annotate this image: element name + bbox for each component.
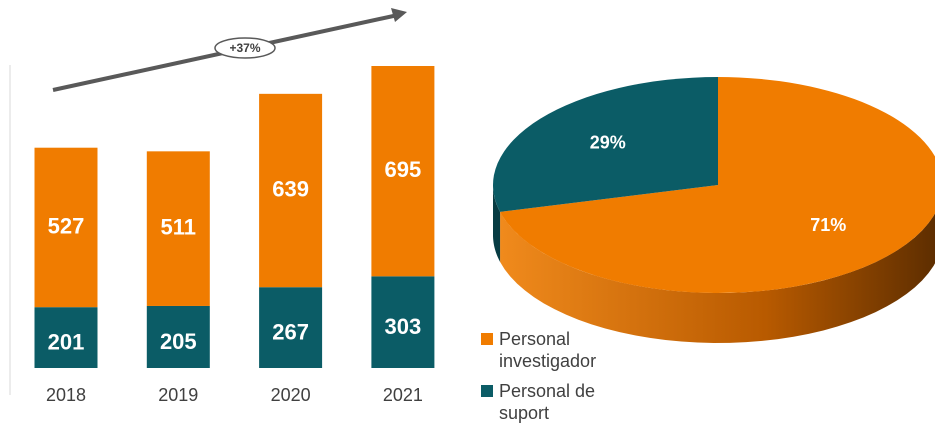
legend-label: Personal de suport	[499, 381, 596, 423]
pie-side	[493, 185, 501, 262]
arrow-head	[391, 8, 407, 22]
x-tick-label: 2020	[271, 385, 311, 405]
bar-segment	[259, 287, 323, 368]
legend-item: Personal de suport	[481, 380, 611, 424]
annotation: +37%	[229, 41, 260, 55]
bar-segment	[146, 305, 210, 368]
legend-swatch	[481, 333, 493, 345]
bar-segment	[34, 147, 98, 308]
data-label: 205	[160, 329, 197, 354]
bar-segment	[371, 66, 435, 277]
data-label: 639	[272, 176, 309, 201]
pie-slice	[492, 77, 718, 212]
legend-label: Personal investigador	[499, 329, 597, 371]
data-label: 511	[161, 214, 197, 239]
data-label: 71%	[810, 215, 846, 235]
legend-item: Personal investigador	[481, 328, 611, 372]
data-label: 695	[385, 157, 422, 182]
data-label: 267	[272, 319, 309, 344]
x-tick-label: 2018	[46, 385, 86, 405]
annotation-bubble	[214, 37, 276, 59]
data-label: 527	[48, 213, 85, 238]
bar-segment	[259, 93, 323, 288]
bar-segment	[371, 276, 435, 368]
data-label: 303	[385, 314, 422, 339]
x-tick-label: 2021	[383, 385, 423, 405]
legend-swatch	[481, 385, 493, 397]
x-tick-label: 2019	[158, 385, 198, 405]
bar-segment	[34, 307, 98, 368]
data-label: 201	[48, 329, 85, 354]
data-label: 29%	[590, 133, 626, 153]
bar-segment	[146, 151, 210, 306]
pie-slice	[500, 77, 935, 293]
pie-side	[500, 211, 935, 343]
